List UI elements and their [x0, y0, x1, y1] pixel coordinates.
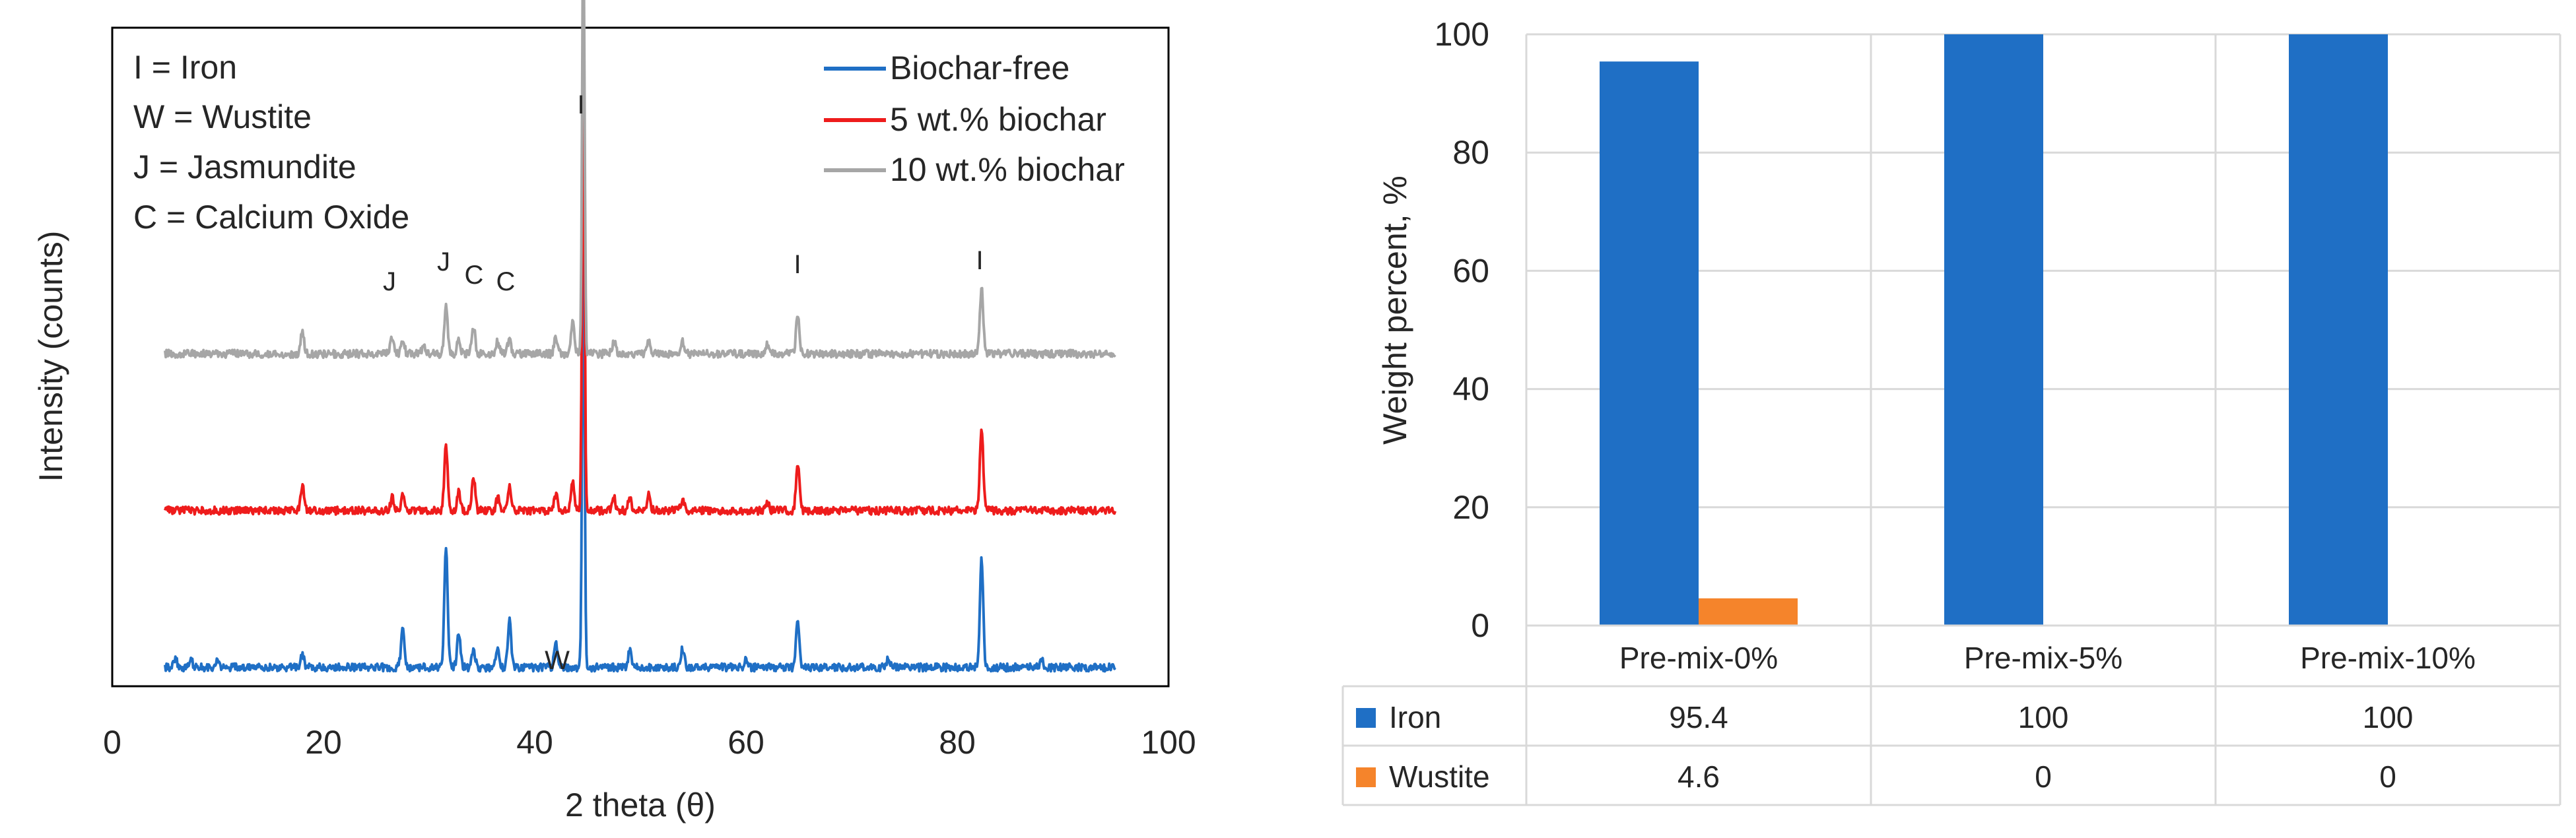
legend-label-5wt-biochar: 5 wt.% biochar — [890, 101, 1106, 138]
bar-y-tick-100: 100 — [1435, 16, 1489, 53]
bar-y-tick-0: 0 — [1471, 607, 1489, 644]
xrd-x-tick-40: 40 — [516, 724, 553, 761]
key-wustite: W = Wustite — [133, 98, 312, 135]
bar-y-tick-60: 60 — [1452, 252, 1489, 289]
table-cell-iron-premix-10: 100 — [2363, 700, 2414, 734]
xrd-legend: Biochar-free 5 wt.% biochar 10 wt.% bioc… — [824, 49, 1125, 188]
bar-iron-pre-mix-5- — [1944, 34, 2043, 626]
peak-label-wustite: W — [545, 646, 570, 675]
xrd-series-5-wt-biochar — [164, 27, 1117, 516]
table-header-premix-5: Pre-mix-5% — [1964, 641, 2122, 675]
table-cell-wustite-premix-0: 4.6 — [1678, 759, 1720, 794]
table-row-label-iron: Iron — [1389, 700, 1441, 734]
xrd-x-tick-labels: 0 20 40 60 80 100 — [103, 724, 1196, 761]
key-iron: I = Iron — [133, 49, 237, 86]
legend-key-wustite — [1356, 767, 1376, 787]
legend-label-10wt-biochar: 10 wt.% biochar — [890, 151, 1125, 188]
bar-series-layer — [1526, 34, 2560, 627]
peak-label-iron-65: I — [794, 250, 801, 279]
legend-label-biochar-free: Biochar-free — [890, 49, 1069, 86]
bar-wustite-pre-mix-0- — [1699, 598, 1798, 626]
table-header-premix-10: Pre-mix-10% — [2300, 641, 2476, 675]
bar-iron-pre-mix-10- — [2289, 34, 2388, 626]
xrd-x-tick-100: 100 — [1141, 724, 1196, 761]
xrd-key: I = Iron W = Wustite J = Jasmundite C = … — [133, 49, 409, 236]
xrd-series-layer — [164, 0, 1117, 673]
key-jasmundite: J = Jasmundite — [133, 148, 356, 185]
peak-label-jasmundite-2: J — [437, 247, 450, 276]
key-calcium-oxide: C = Calcium Oxide — [133, 199, 409, 236]
xrd-x-axis-label: 2 theta (θ) — [565, 787, 716, 823]
peak-label-jasmundite-1: J — [383, 267, 396, 296]
bar-data-table: Pre-mix-0% Pre-mix-5% Pre-mix-10% Iron W… — [1341, 624, 2561, 806]
table-cell-iron-premix-0: 95.4 — [1669, 700, 1728, 734]
xrd-chart: 0 20 40 60 80 100 Intensity (counts) 2 theta … — [32, 0, 1196, 823]
table-cell-wustite-premix-10: 0 — [2379, 759, 2396, 794]
bar-y-tick-labels: 0 20 40 60 80 100 — [1435, 16, 1489, 644]
peak-label-calcium-oxide-2: C — [496, 267, 516, 296]
bar-y-tick-80: 80 — [1452, 134, 1489, 171]
xrd-y-axis-label: Intensity (counts) — [32, 231, 69, 482]
bar-y-tick-40: 40 — [1452, 371, 1489, 408]
table-header-premix-0: Pre-mix-0% — [1619, 641, 1778, 675]
xrd-x-tick-60: 60 — [728, 724, 764, 761]
peak-label-iron-82: I — [976, 246, 983, 275]
xrd-x-tick-20: 20 — [305, 724, 342, 761]
peak-label-calcium-oxide-1: C — [465, 261, 484, 290]
bar-iron-pre-mix-0- — [1600, 61, 1699, 626]
peak-annotations: I J J C C I I W — [383, 90, 984, 675]
table-row-label-wustite: Wustite — [1389, 759, 1490, 794]
xrd-series-10-wt-biochar — [164, 0, 1116, 360]
xrd-x-tick-0: 0 — [103, 724, 121, 761]
peak-label-iron-main: I — [577, 90, 584, 119]
table-cell-iron-premix-5: 100 — [2018, 700, 2069, 734]
xrd-x-tick-80: 80 — [939, 724, 976, 761]
composition-bar-chart: 0 20 40 60 80 100 Weight percent, % Pre-mix-0… — [1341, 16, 2561, 806]
bar-y-tick-20: 20 — [1452, 489, 1489, 526]
bar-y-axis-label: Weight percent, % — [1376, 176, 1413, 445]
legend-key-iron — [1356, 708, 1376, 728]
table-cell-wustite-premix-5: 0 — [2035, 759, 2052, 794]
xrd-series-biochar-free — [164, 232, 1116, 673]
